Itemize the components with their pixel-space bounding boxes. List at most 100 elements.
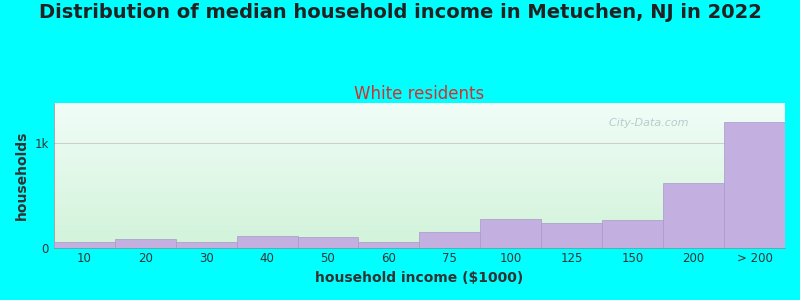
Bar	[54, 138, 785, 139]
Bar	[54, 152, 785, 153]
Bar	[54, 137, 785, 138]
Bar	[54, 105, 785, 106]
Bar	[54, 197, 785, 198]
Bar	[298, 237, 358, 248]
Bar	[54, 173, 785, 174]
Bar	[54, 183, 785, 184]
Bar	[54, 119, 785, 120]
Bar	[54, 229, 785, 230]
Bar	[54, 185, 785, 186]
Title: White residents: White residents	[354, 85, 485, 103]
Bar	[54, 154, 785, 155]
Bar	[54, 104, 785, 105]
Bar	[54, 243, 785, 244]
Bar	[54, 158, 785, 159]
Bar	[54, 132, 785, 133]
Bar	[54, 217, 785, 218]
Bar	[54, 168, 785, 169]
Bar	[54, 147, 785, 148]
Bar	[54, 216, 785, 217]
Bar	[54, 236, 785, 237]
Bar	[54, 193, 785, 194]
Bar	[54, 220, 785, 221]
Bar	[54, 144, 785, 145]
Bar	[54, 245, 785, 246]
Bar	[54, 125, 785, 126]
Bar	[54, 162, 785, 163]
Bar	[54, 165, 785, 166]
Bar	[54, 182, 785, 183]
Bar	[54, 121, 785, 122]
Bar	[54, 206, 785, 207]
Bar	[358, 242, 419, 247]
Bar	[54, 108, 785, 109]
Bar	[54, 247, 785, 248]
Bar	[54, 204, 785, 205]
Bar	[54, 107, 785, 108]
Bar	[54, 135, 785, 136]
Bar	[54, 111, 785, 112]
Bar	[54, 143, 785, 144]
Bar	[54, 223, 785, 224]
X-axis label: household income ($1000): household income ($1000)	[315, 271, 523, 285]
Bar	[54, 191, 785, 192]
Bar	[54, 226, 785, 227]
Bar	[54, 169, 785, 170]
Bar	[54, 231, 785, 232]
Bar	[54, 136, 785, 137]
Bar	[54, 184, 785, 185]
Bar	[54, 187, 785, 188]
Bar	[54, 172, 785, 173]
Bar	[54, 210, 785, 211]
Bar	[54, 242, 114, 247]
Bar	[54, 241, 785, 242]
Bar	[54, 151, 785, 152]
Bar	[724, 122, 785, 248]
Bar	[54, 214, 785, 215]
Bar	[54, 163, 785, 164]
Bar	[54, 118, 785, 119]
Bar	[54, 148, 785, 149]
Bar	[54, 221, 785, 222]
Bar	[114, 239, 176, 248]
Bar	[54, 167, 785, 168]
Bar	[54, 234, 785, 235]
Bar	[663, 183, 724, 248]
Bar	[54, 179, 785, 180]
Bar	[54, 157, 785, 158]
Bar	[54, 238, 785, 239]
Bar	[54, 225, 785, 226]
Bar	[54, 180, 785, 181]
Bar	[54, 156, 785, 157]
Bar	[54, 192, 785, 193]
Bar	[54, 195, 785, 196]
Bar	[54, 161, 785, 162]
Bar	[54, 208, 785, 209]
Bar	[54, 171, 785, 172]
Text: Distribution of median household income in Metuchen, NJ in 2022: Distribution of median household income …	[38, 3, 762, 22]
Bar	[54, 181, 785, 182]
Bar	[54, 153, 785, 154]
Bar	[54, 122, 785, 123]
Bar	[54, 186, 785, 187]
Bar	[54, 133, 785, 134]
Y-axis label: households: households	[15, 131, 29, 220]
Bar	[54, 199, 785, 200]
Bar	[54, 218, 785, 219]
Bar	[54, 155, 785, 156]
Bar	[54, 117, 785, 118]
Bar	[54, 222, 785, 223]
Bar	[54, 103, 785, 104]
Bar	[54, 124, 785, 125]
Bar	[54, 110, 785, 111]
Bar	[54, 164, 785, 165]
Bar	[54, 129, 785, 130]
Bar	[54, 112, 785, 113]
Bar	[54, 114, 785, 115]
Bar	[480, 219, 542, 247]
Bar	[419, 232, 480, 248]
Bar	[54, 116, 785, 117]
Bar	[54, 126, 785, 127]
Bar	[54, 209, 785, 210]
Bar	[54, 207, 785, 208]
